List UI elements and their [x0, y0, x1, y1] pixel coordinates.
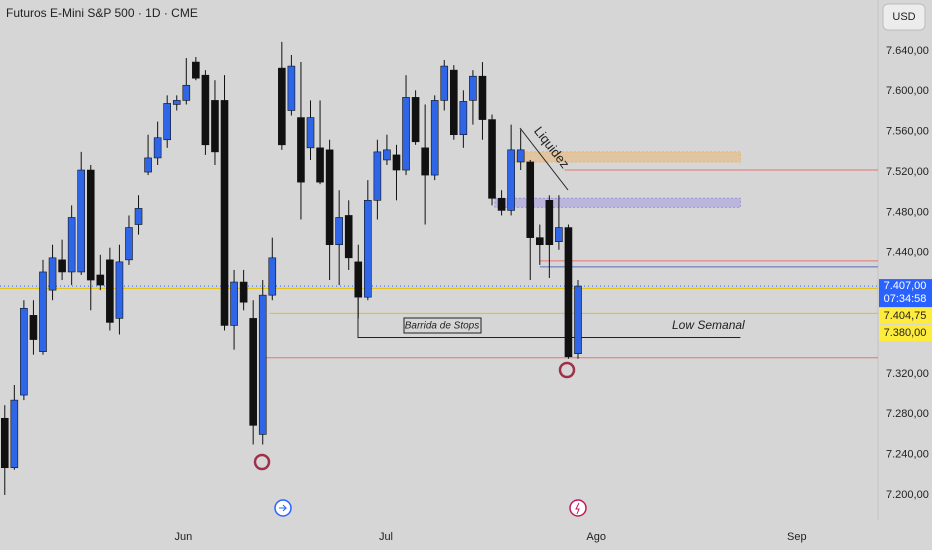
candle-body — [192, 61, 200, 79]
candle-body — [373, 151, 382, 201]
candle-body — [163, 103, 171, 141]
candle-body — [0, 417, 9, 469]
y-tick-label: 7.520,00 — [886, 166, 929, 178]
candle-body — [115, 261, 124, 319]
candle-body — [29, 315, 38, 340]
price-badge-label: 7.380,00 — [884, 327, 927, 339]
candle-body — [77, 169, 86, 273]
low-marker — [253, 453, 271, 471]
candle-body — [411, 97, 420, 143]
y-tick-label: 7.640,00 — [886, 45, 929, 57]
candle-body — [201, 74, 210, 146]
candle-body — [478, 75, 487, 120]
low-marker — [558, 361, 576, 379]
candle-body — [48, 257, 57, 291]
y-tick-label: 7.600,00 — [886, 85, 929, 97]
candle-body — [306, 117, 315, 149]
chart-title: Futuros E-Mini S&P 500 · 1D · CME — [6, 6, 198, 20]
candle-body — [86, 169, 95, 281]
y-tick-label: 7.280,00 — [886, 408, 929, 420]
candle-body — [555, 227, 563, 242]
candle-body — [574, 285, 582, 354]
candle-body — [316, 147, 324, 183]
candle-body — [134, 208, 143, 225]
x-tick-label: Ago — [586, 531, 606, 543]
candle-body — [516, 149, 525, 163]
candle-body — [96, 274, 105, 286]
candle-body — [450, 69, 458, 136]
candle-body — [488, 119, 496, 199]
candle-body — [211, 100, 219, 153]
candle-body — [172, 100, 181, 105]
event-icon[interactable] — [569, 499, 587, 517]
candle-body — [106, 259, 114, 323]
candle-body — [507, 149, 515, 211]
candle-body — [39, 271, 47, 352]
candle-body — [278, 67, 286, 146]
countdown-label: 07:34:58 — [884, 293, 927, 305]
event-icon-glyph — [279, 504, 288, 512]
candle-body — [20, 307, 28, 396]
candle-body — [526, 161, 535, 238]
y-tick-label: 7.320,00 — [886, 368, 929, 380]
weekly-low-label: Low Semanal — [672, 318, 745, 332]
candle-body — [220, 100, 229, 326]
candle-body — [67, 217, 76, 273]
candle-body — [383, 149, 391, 161]
candle-body — [354, 261, 363, 298]
candle-body — [268, 257, 277, 296]
event-icon-glyph — [575, 502, 580, 515]
stops-box — [403, 317, 482, 334]
candle-body — [230, 281, 238, 326]
candle-body — [153, 137, 162, 159]
price-badge — [879, 325, 932, 342]
candle-body — [258, 294, 267, 435]
candle-body — [144, 157, 152, 173]
x-tick-label: Jun — [175, 531, 193, 543]
candle-body — [297, 117, 305, 183]
candle-body — [287, 65, 296, 111]
candle-body — [421, 147, 429, 176]
candle-body — [249, 318, 257, 426]
currency-button[interactable] — [882, 3, 926, 31]
x-tick-label: Sep — [787, 531, 807, 543]
candle-body — [335, 217, 343, 246]
candle-body — [125, 227, 133, 261]
candle-body — [239, 281, 248, 303]
y-tick-label: 7.480,00 — [886, 206, 929, 218]
x-tick-label: Jul — [379, 531, 393, 543]
y-tick-label: 7.440,00 — [886, 247, 929, 259]
candle-body — [440, 65, 449, 101]
candle-body — [182, 84, 191, 101]
price-badge — [879, 308, 932, 325]
candle-body — [545, 200, 554, 246]
stops-label: Barrida de Stops — [405, 321, 480, 332]
candle-body — [564, 227, 573, 358]
y-tick-label: 7.240,00 — [886, 449, 929, 461]
candle-body — [402, 97, 410, 171]
liquidity-line — [519, 127, 569, 191]
last-price-label: 7.407,00 — [884, 280, 927, 292]
candle-body — [58, 259, 66, 273]
zone — [509, 151, 741, 163]
candle-body — [535, 237, 544, 246]
candle-body — [10, 399, 19, 469]
candle-body — [364, 200, 372, 298]
candle-body — [325, 149, 334, 246]
candle-body — [344, 215, 353, 259]
zone — [494, 197, 741, 208]
candle-body — [469, 75, 477, 101]
last-price-badge — [879, 279, 932, 308]
candle-body — [392, 154, 401, 171]
candle-body — [430, 100, 439, 176]
candle-body — [497, 197, 506, 211]
plot — [0, 41, 878, 495]
y-tick-label: 7.200,00 — [886, 489, 929, 501]
currency-label: USD — [892, 11, 915, 23]
price-badge-label: 7.404,75 — [884, 310, 927, 322]
candle-body — [459, 101, 468, 136]
y-tick-label: 7.560,00 — [886, 126, 929, 138]
